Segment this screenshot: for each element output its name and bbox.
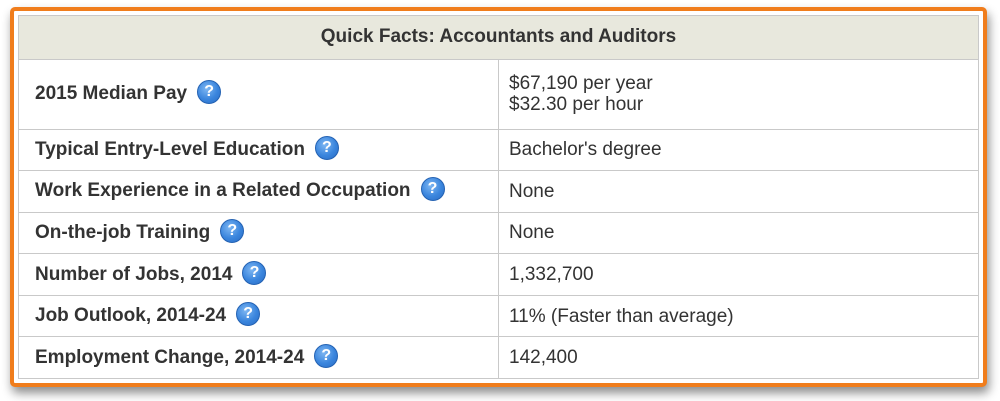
table-row: Job Outlook, 2014-24? 11% (Faster than a… [18, 294, 979, 338]
help-icon[interactable]: ? [236, 302, 261, 327]
row-label: Job Outlook, 2014-24 [35, 305, 227, 327]
row-label-cell: Job Outlook, 2014-24? [18, 294, 499, 338]
help-icon[interactable]: ? [420, 177, 445, 202]
row-value: None [498, 211, 979, 255]
help-icon[interactable]: ? [242, 260, 267, 285]
quick-facts-frame: Quick Facts: Accountants and Auditors 20… [10, 7, 987, 387]
table-row: Employment Change, 2014-24? 142,400 [18, 336, 979, 379]
row-label-cell: Employment Change, 2014-24? [18, 336, 499, 379]
row-value: 142,400 [498, 336, 979, 379]
row-value-cell: $67,190 per year $32.30 per hour [498, 58, 979, 130]
row-label: On-the-job Training [35, 221, 211, 243]
row-label-cell: Typical Entry-Level Education? [18, 128, 499, 172]
table-header-row: Quick Facts: Accountants and Auditors [18, 15, 979, 60]
help-icon[interactable]: ? [314, 135, 339, 160]
row-label: Employment Change, 2014-24 [35, 346, 305, 368]
row-value: $67,190 per year [509, 73, 653, 95]
row-label-cell: Work Experience in a Related Occupation? [18, 170, 499, 213]
row-label: 2015 Median Pay [35, 83, 188, 105]
table-row: 2015 Median Pay? $67,190 per year $32.30… [18, 58, 979, 130]
table-row: On-the-job Training? None [18, 211, 979, 255]
table-row: Typical Entry-Level Education? Bachelor'… [18, 128, 979, 172]
row-value: None [498, 170, 979, 213]
row-value: 11% (Faster than average) [498, 294, 979, 338]
quick-facts-table: Quick Facts: Accountants and Auditors 20… [18, 15, 979, 379]
row-label: Work Experience in a Related Occupation [35, 180, 411, 202]
row-value: Bachelor's degree [498, 128, 979, 172]
table-row: Number of Jobs, 2014? 1,332,700 [18, 253, 979, 296]
row-value: 1,332,700 [498, 253, 979, 296]
row-label-cell: On-the-job Training? [18, 211, 499, 255]
row-label-cell: 2015 Median Pay? [18, 58, 499, 130]
help-icon[interactable]: ? [197, 80, 222, 105]
help-icon[interactable]: ? [220, 218, 245, 243]
table-row: Work Experience in a Related Occupation?… [18, 170, 979, 213]
row-value: $32.30 per hour [509, 94, 644, 116]
row-label: Number of Jobs, 2014 [35, 263, 233, 285]
row-label-cell: Number of Jobs, 2014? [18, 253, 499, 296]
help-icon[interactable]: ? [314, 343, 339, 368]
table-title: Quick Facts: Accountants and Auditors [18, 15, 979, 60]
row-label: Typical Entry-Level Education [35, 138, 305, 160]
